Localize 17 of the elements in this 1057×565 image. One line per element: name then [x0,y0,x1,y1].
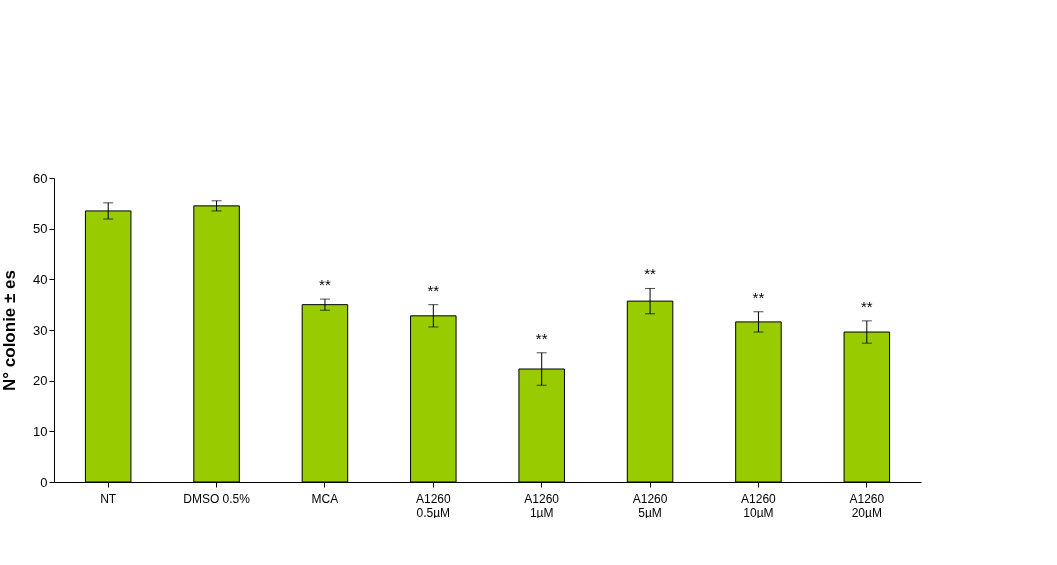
y-tick-label: 60 [33,170,48,186]
annotation: ** [427,281,440,299]
x-tick-label: DMSO 0.5% [183,491,251,506]
annotation: ** [752,288,765,306]
x-tick-label: MCA [311,491,339,506]
y-axis-title: N° colonie ± es [0,270,20,391]
y-tick-label: 50 [33,221,48,237]
y-tick-label: 20 [33,373,48,389]
y-tick-label: 40 [33,271,48,287]
annotation: ** [535,329,548,347]
y-tick-label: 0 [40,474,48,490]
annotation: ** [860,297,873,315]
y-tick-label: 30 [33,322,48,338]
annotation: ** [644,265,657,283]
x-tick-label: NT [100,491,117,506]
y-tick-label: 10 [33,423,48,439]
annotation: ** [319,276,331,294]
